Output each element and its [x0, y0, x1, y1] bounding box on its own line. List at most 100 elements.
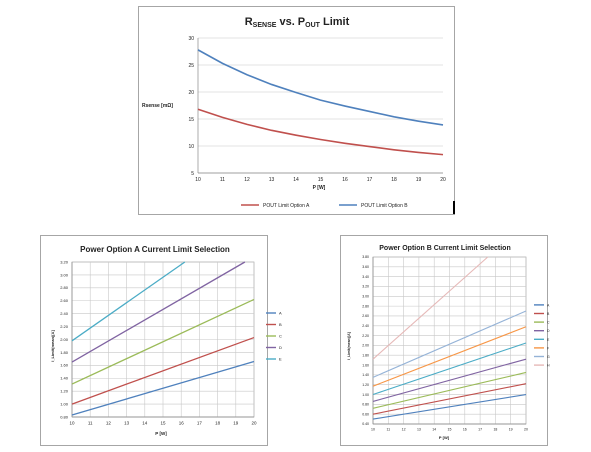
- x-tick-label: 13: [269, 177, 275, 183]
- y-tick-label: 2.00: [362, 344, 369, 348]
- rsense-chart-panel: RSENSE vs. POUT Limit Rsense [mΩ] P [W] …: [138, 6, 455, 215]
- y-tick-label: 0.60: [362, 412, 369, 416]
- series-line-e: [71, 261, 186, 342]
- edge-mark: [453, 201, 455, 214]
- y-tick-label: 3.80: [362, 255, 369, 259]
- y-tick-label: 2.00: [60, 337, 69, 342]
- x-tick-label: 11: [220, 177, 225, 183]
- y-tick-label: 1.20: [60, 389, 69, 394]
- x-tick-label: 17: [478, 428, 482, 432]
- x-tick-label: 18: [391, 177, 397, 183]
- series-line-g: [372, 310, 527, 378]
- x-tick-label: 16: [179, 421, 185, 426]
- legend-label: POUT Limit Option A: [263, 203, 310, 209]
- legend-label: H: [547, 364, 550, 368]
- x-tick-label: 10: [371, 428, 375, 432]
- series-line-pout-limit-option-b: [197, 49, 444, 126]
- rsense-chart: RSENSE vs. POUT Limit Rsense [mΩ] P [W] …: [142, 16, 446, 209]
- x-tick-label: 16: [342, 177, 348, 183]
- y-tick-label: 2.40: [60, 311, 69, 316]
- y-tick-label: 0.80: [362, 403, 369, 407]
- legend-label: A: [547, 303, 550, 307]
- y-tick-label: 2.20: [60, 324, 69, 329]
- x-tick-label: 15: [448, 428, 452, 432]
- y-axis-label: I_Limit(mean)[A]: [347, 332, 351, 360]
- y-tick-label: 1.80: [60, 350, 69, 355]
- x-tick-label: 12: [402, 428, 406, 432]
- x-tick-label: 14: [293, 177, 299, 183]
- x-tick-label: 15: [160, 421, 166, 426]
- legend-label: C: [547, 321, 550, 325]
- y-tick-label: 1.60: [362, 363, 369, 367]
- legend-label: F: [547, 346, 549, 350]
- y-tick-label: 3.20: [60, 259, 69, 264]
- option-b-chart: Power Option B Current Limit Selection P…: [347, 245, 550, 440]
- y-tick-label: 2.80: [362, 304, 369, 308]
- series-line-b: [372, 383, 527, 415]
- x-tick-label: 11: [386, 428, 390, 432]
- y-tick-label: 1.20: [362, 383, 369, 387]
- option-b-chart-panel: Power Option B Current Limit Selection P…: [340, 235, 550, 446]
- chart-title: Power Option B Current Limit Selection: [379, 245, 510, 252]
- x-tick-label: 19: [416, 177, 422, 183]
- chart-title: RSENSE vs. POUT Limit: [245, 16, 350, 29]
- x-tick-label: 12: [244, 177, 250, 183]
- series-line-a: [71, 360, 255, 416]
- series-line-d: [372, 358, 527, 402]
- series-line-c: [71, 298, 255, 385]
- series-line-a: [372, 393, 527, 420]
- y-axis-label: Rsense [mΩ]: [142, 103, 173, 109]
- y-tick-label: 2.60: [60, 298, 69, 303]
- x-tick-label: 13: [417, 428, 421, 432]
- x-tick-label: 12: [106, 421, 112, 426]
- y-tick-label: 3.40: [362, 275, 369, 279]
- x-tick-label: 19: [233, 421, 239, 426]
- y-tick-label: 15: [188, 117, 194, 123]
- legend-label: C: [279, 334, 282, 339]
- y-tick-label: 1.60: [60, 363, 69, 368]
- x-axis-label: P [W]: [155, 431, 167, 436]
- x-tick-label: 18: [215, 421, 221, 426]
- y-tick-label: 10: [188, 144, 194, 150]
- legend-label: A: [279, 311, 282, 316]
- legend-label: POUT Limit Option B: [361, 203, 408, 209]
- x-tick-label: 10: [195, 177, 201, 183]
- y-tick-label: 1.80: [362, 353, 369, 357]
- option-a-chart-panel: Power Option A Current Limit Selection P…: [40, 235, 282, 446]
- x-axis-label: P [W]: [313, 185, 326, 191]
- option-a-chart: Power Option A Current Limit Selection P…: [50, 245, 282, 436]
- legend-label: E: [547, 338, 550, 342]
- y-tick-label: 2.20: [362, 334, 369, 338]
- y-tick-label: 1.00: [362, 393, 369, 397]
- x-tick-label: 14: [432, 428, 436, 432]
- x-tick-label: 16: [463, 428, 467, 432]
- legend-label: D: [279, 345, 282, 350]
- x-tick-label: 13: [124, 421, 130, 426]
- x-tick-label: 20: [440, 177, 446, 183]
- x-tick-label: 17: [197, 421, 203, 426]
- y-tick-label: 25: [188, 63, 194, 69]
- y-tick-label: 0.40: [362, 422, 369, 426]
- legend-label: E: [279, 357, 282, 362]
- y-tick-label: 2.40: [362, 324, 369, 328]
- y-tick-label: 20: [188, 90, 194, 96]
- y-tick-label: 3.00: [60, 272, 69, 277]
- series-line-c: [372, 371, 527, 409]
- series-line-d: [71, 261, 246, 363]
- x-tick-label: 18: [493, 428, 497, 432]
- y-tick-label: 0.80: [60, 414, 69, 419]
- series-line-b: [71, 336, 255, 405]
- x-tick-label: 14: [142, 421, 148, 426]
- series-line-pout-limit-option-a: [197, 108, 444, 156]
- y-tick-label: 2.60: [362, 314, 369, 318]
- x-tick-label: 19: [509, 428, 513, 432]
- y-tick-label: 2.80: [60, 285, 69, 290]
- series-line-f: [372, 326, 527, 387]
- x-tick-label: 15: [318, 177, 324, 183]
- y-tick-label: 5: [191, 171, 194, 177]
- x-axis-label: P [W]: [439, 435, 450, 440]
- legend-label: B: [547, 312, 550, 316]
- series-line-h: [372, 256, 489, 360]
- y-tick-label: 1.40: [362, 373, 369, 377]
- chart-title: Power Option A Current Limit Selection: [80, 245, 230, 254]
